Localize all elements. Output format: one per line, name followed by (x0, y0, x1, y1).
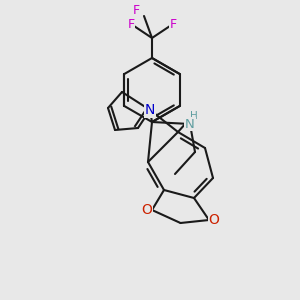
Text: F: F (132, 4, 140, 17)
Text: N: N (145, 103, 155, 117)
Text: O: O (142, 203, 152, 217)
Text: F: F (169, 17, 177, 31)
Text: O: O (208, 213, 219, 227)
Text: N: N (185, 118, 195, 130)
Text: H: H (190, 111, 198, 121)
Text: F: F (128, 17, 135, 31)
